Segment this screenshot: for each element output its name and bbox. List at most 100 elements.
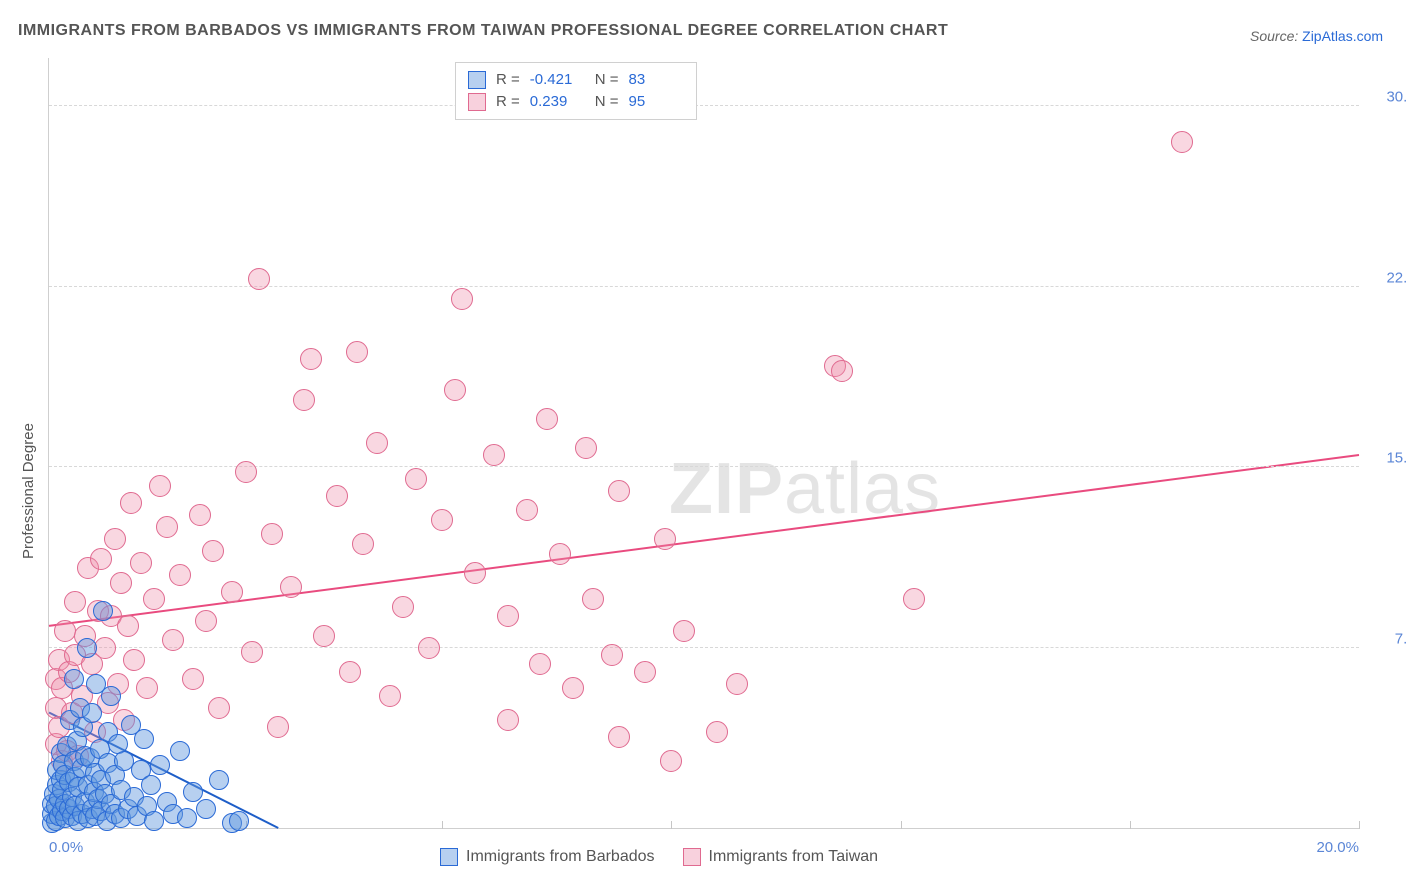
taiwan-point bbox=[379, 685, 401, 707]
taiwan-point bbox=[673, 620, 695, 642]
barbados-point bbox=[134, 729, 154, 749]
taiwan-point bbox=[464, 562, 486, 584]
x-tick bbox=[1130, 821, 1131, 829]
x-tick bbox=[442, 821, 443, 829]
y-tick-label: 7.5% bbox=[1369, 630, 1406, 647]
taiwan-point bbox=[221, 581, 243, 603]
taiwan-swatch bbox=[683, 848, 701, 866]
barbados-point bbox=[170, 741, 190, 761]
r-label: R = bbox=[496, 91, 520, 113]
barbados-point bbox=[177, 808, 197, 828]
taiwan-point bbox=[182, 668, 204, 690]
taiwan-point bbox=[90, 548, 112, 570]
taiwan-point bbox=[189, 504, 211, 526]
taiwan-point bbox=[293, 389, 315, 411]
taiwan-point bbox=[654, 528, 676, 550]
gridline bbox=[49, 105, 1359, 106]
taiwan-point bbox=[143, 588, 165, 610]
legend-item-taiwan[interactable]: Immigrants from Taiwan bbox=[683, 848, 879, 866]
x-tick bbox=[1359, 821, 1360, 829]
barbados-point bbox=[93, 601, 113, 621]
taiwan-point bbox=[1171, 131, 1193, 153]
taiwan-point bbox=[120, 492, 142, 514]
barbados-swatch bbox=[440, 848, 458, 866]
taiwan-point bbox=[149, 475, 171, 497]
taiwan-point bbox=[267, 716, 289, 738]
y-tick-label: 15.0% bbox=[1369, 450, 1406, 467]
taiwan-point bbox=[726, 673, 748, 695]
taiwan-point bbox=[136, 677, 158, 699]
taiwan-point bbox=[339, 661, 361, 683]
source-link[interactable]: ZipAtlas.com bbox=[1302, 28, 1383, 44]
taiwan-point bbox=[241, 641, 263, 663]
legend-label: Immigrants from Taiwan bbox=[709, 848, 879, 866]
x-tick-label: 0.0% bbox=[49, 839, 83, 856]
taiwan-point bbox=[451, 288, 473, 310]
taiwan-point bbox=[483, 444, 505, 466]
legend-item-barbados[interactable]: Immigrants from Barbados bbox=[440, 848, 655, 866]
barbados-point bbox=[141, 775, 161, 795]
r-value: -0.421 bbox=[530, 69, 585, 91]
taiwan-point bbox=[536, 408, 558, 430]
taiwan-point bbox=[431, 509, 453, 531]
barbados-point bbox=[101, 686, 121, 706]
barbados-point bbox=[229, 811, 249, 831]
legend-row-barbados: R = -0.421 N = 83 bbox=[468, 69, 684, 91]
barbados-point bbox=[183, 782, 203, 802]
taiwan-point bbox=[601, 644, 623, 666]
barbados-point bbox=[150, 755, 170, 775]
legend-label: Immigrants from Barbados bbox=[466, 848, 655, 866]
barbados-point bbox=[64, 669, 84, 689]
n-value: 83 bbox=[629, 69, 684, 91]
taiwan-point bbox=[352, 533, 374, 555]
taiwan-point bbox=[634, 661, 656, 683]
r-value: 0.239 bbox=[530, 91, 585, 113]
barbados-swatch bbox=[468, 71, 486, 89]
y-tick-label: 22.5% bbox=[1369, 269, 1406, 286]
taiwan-point bbox=[195, 610, 217, 632]
barbados-point bbox=[82, 703, 102, 723]
taiwan-point bbox=[162, 629, 184, 651]
taiwan-point bbox=[208, 697, 230, 719]
x-tick-label: 20.0% bbox=[1316, 839, 1359, 856]
taiwan-point bbox=[248, 268, 270, 290]
trend-lines bbox=[49, 58, 1359, 828]
taiwan-point bbox=[444, 379, 466, 401]
taiwan-point bbox=[54, 620, 76, 642]
taiwan-point bbox=[549, 543, 571, 565]
taiwan-point bbox=[497, 709, 519, 731]
taiwan-point bbox=[117, 615, 139, 637]
chart-container: IMMIGRANTS FROM BARBADOS VS IMMIGRANTS F… bbox=[0, 0, 1406, 892]
gridline bbox=[49, 286, 1359, 287]
taiwan-point bbox=[261, 523, 283, 545]
barbados-point bbox=[77, 638, 97, 658]
x-tick bbox=[901, 821, 902, 829]
taiwan-point bbox=[418, 637, 440, 659]
taiwan-point bbox=[156, 516, 178, 538]
barbados-point bbox=[144, 811, 164, 831]
taiwan-point bbox=[529, 653, 551, 675]
taiwan-point bbox=[130, 552, 152, 574]
y-axis-label: Professional Degree bbox=[20, 423, 37, 559]
taiwan-point bbox=[300, 348, 322, 370]
taiwan-point bbox=[326, 485, 348, 507]
taiwan-point bbox=[497, 605, 519, 627]
x-tick bbox=[671, 821, 672, 829]
taiwan-point bbox=[64, 591, 86, 613]
taiwan-point bbox=[110, 572, 132, 594]
taiwan-point bbox=[831, 360, 853, 382]
source-attribution: Source: ZipAtlas.com bbox=[1250, 28, 1383, 44]
barbados-point bbox=[209, 770, 229, 790]
taiwan-point bbox=[608, 480, 630, 502]
n-label: N = bbox=[595, 69, 619, 91]
plot-area: ZIPatlas 7.5%15.0%22.5%30.0%0.0%20.0% bbox=[48, 58, 1359, 829]
taiwan-point bbox=[235, 461, 257, 483]
taiwan-point bbox=[660, 750, 682, 772]
taiwan-point bbox=[405, 468, 427, 490]
taiwan-point bbox=[346, 341, 368, 363]
r-label: R = bbox=[496, 69, 520, 91]
taiwan-point bbox=[562, 677, 584, 699]
legend-row-taiwan: R =0.239N =95 bbox=[468, 91, 684, 113]
taiwan-point bbox=[392, 596, 414, 618]
taiwan-point bbox=[280, 576, 302, 598]
